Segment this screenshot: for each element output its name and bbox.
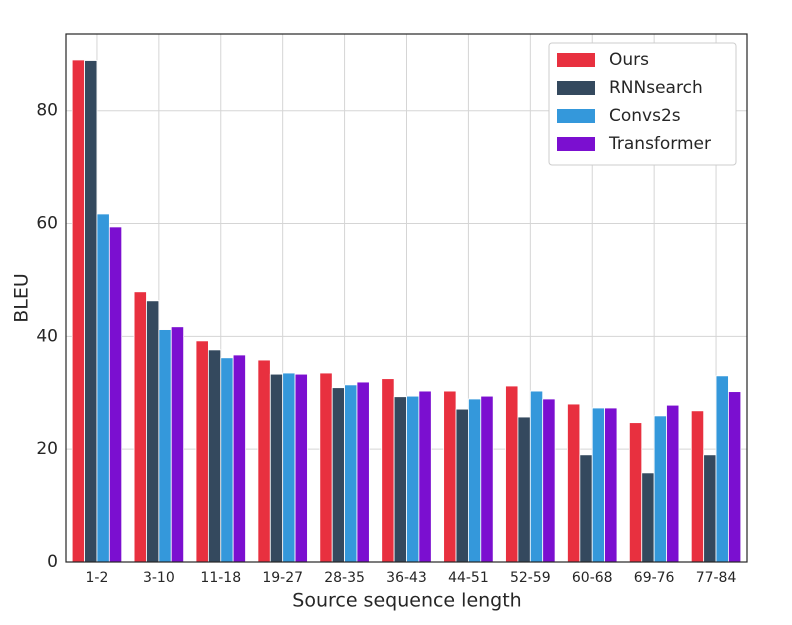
x-axis-label: Source sequence length — [292, 590, 521, 612]
bar — [455, 408, 469, 563]
bar — [96, 213, 110, 563]
bar — [232, 354, 246, 563]
bar — [529, 390, 544, 563]
bar — [319, 372, 333, 563]
plot-frame — [65, 33, 748, 563]
bar — [257, 359, 271, 563]
bar — [282, 372, 296, 563]
x-tick-label: 19-27 — [262, 570, 303, 586]
bar — [418, 390, 432, 563]
bar — [443, 390, 457, 563]
x-tick-label: 11-18 — [200, 570, 241, 586]
x-tick-label: 44-51 — [448, 570, 489, 586]
bar — [567, 403, 581, 563]
legend-box — [548, 42, 737, 166]
bar — [517, 416, 531, 563]
bar — [170, 326, 185, 563]
bar — [480, 395, 494, 563]
bar — [591, 407, 606, 563]
bar — [628, 422, 643, 563]
bar — [381, 378, 395, 563]
bar — [195, 340, 209, 563]
x-tick-label: 60-68 — [572, 570, 613, 586]
bar — [579, 454, 593, 563]
legend-swatch — [557, 53, 595, 67]
bar — [604, 407, 618, 563]
bar — [690, 410, 705, 563]
bar — [653, 415, 667, 563]
y-axis-label: BLEU — [11, 273, 33, 323]
bar — [542, 398, 556, 563]
legend-swatch — [557, 81, 595, 95]
legend-swatch — [557, 137, 595, 151]
legend-label: Convs2s — [609, 106, 681, 126]
bar — [641, 472, 655, 563]
legend-label: Transformer — [608, 134, 711, 154]
bar — [468, 398, 482, 563]
x-tick-label: 36-43 — [386, 570, 427, 586]
legend: Ours RNNsearch Convs2s Transformer — [548, 42, 737, 166]
x-tick-label: 52-59 — [510, 570, 551, 586]
bar — [344, 384, 358, 563]
bar — [71, 59, 85, 563]
x-tick-label: 3-10 — [143, 570, 175, 586]
bar — [294, 373, 308, 563]
bar — [207, 349, 222, 563]
bar — [505, 385, 519, 563]
x-tick-label: 1-2 — [86, 570, 109, 586]
bar — [158, 329, 172, 563]
legend-label: Ours — [609, 50, 649, 70]
x-tick-label: 28-35 — [324, 570, 365, 586]
bar — [703, 454, 717, 563]
legend-swatch — [557, 109, 595, 123]
bar — [715, 375, 729, 563]
y-tick-label: 60 — [36, 214, 58, 234]
y-tick-label: 0 — [47, 552, 58, 572]
bar — [728, 391, 742, 563]
bar-layer — [71, 59, 742, 563]
x-tick-label: 77-84 — [696, 570, 737, 586]
bar — [269, 373, 284, 563]
bar — [666, 404, 680, 563]
bar — [356, 381, 370, 563]
y-tick-label: 40 — [36, 326, 58, 346]
bar — [406, 395, 420, 563]
bar — [146, 300, 160, 563]
x-tick-label: 69-76 — [634, 570, 675, 586]
bar — [108, 226, 123, 563]
y-tick-label: 20 — [36, 439, 58, 459]
bar — [220, 357, 234, 563]
legend-label: RNNsearch — [609, 78, 703, 98]
bar — [84, 60, 98, 563]
bar — [393, 396, 407, 563]
y-tick-label: 80 — [36, 101, 58, 121]
bar — [133, 291, 147, 563]
bar — [331, 387, 345, 563]
